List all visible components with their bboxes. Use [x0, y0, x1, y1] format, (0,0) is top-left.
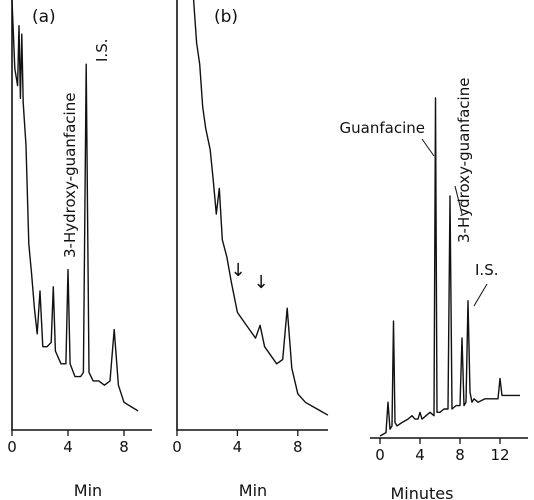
panel-c: 0 4 8 12 Minutes Guanfacine 3-Hydroxy-guanf… [340, 78, 528, 500]
panel-b-tick-label: 4 [233, 438, 243, 456]
annotation-is-a: I.S. [93, 39, 111, 62]
panel-b: (b) 0 4 8 Min ↓ ↓ [172, 0, 329, 500]
annotation-guanfacine-leader [421, 138, 435, 157]
panel-c-trace [379, 97, 520, 437]
panel-a-label: (a) [32, 7, 56, 27]
annotation-3-hydroxy-guanfacine-a: 3-Hydroxy-guanfacine [61, 93, 79, 258]
panel-a-axis [11, 0, 152, 431]
panel-a: (a) 0 4 8 Min 3-Hydroxy-guanfacine I.S. [7, 0, 152, 500]
panel-c-tick-label: 12 [490, 446, 509, 464]
panel-b-tick-label: 8 [293, 438, 303, 456]
panel-a-tick-label: 8 [119, 438, 129, 456]
panel-b-xlabel: Min [239, 481, 267, 500]
panel-b-ticks: 0 4 8 [172, 430, 303, 456]
panel-a-trace [11, 0, 139, 412]
annotation-3-hydroxy-leader [454, 185, 463, 215]
panel-a-ticks: 0 4 8 [7, 430, 129, 456]
panel-c-ticks: 0 4 8 12 [375, 438, 510, 464]
panel-c-tick-label: 4 [415, 446, 425, 464]
annotation-guanfacine: Guanfacine [340, 119, 425, 137]
panel-b-trace [192, 0, 329, 416]
panel-a-tick-label: 4 [63, 438, 73, 456]
annotation-3-hydroxy-guanfacine-c: 3-Hydroxy-guanfacine [455, 78, 473, 243]
panel-a-tick-label: 0 [7, 438, 17, 456]
annotation-is-c: I.S. [475, 261, 498, 279]
panel-a-xlabel: Min [74, 481, 102, 500]
panel-c-tick-label: 8 [455, 446, 465, 464]
panel-b-label: (b) [214, 7, 238, 27]
panel-c-tick-label: 0 [375, 446, 385, 464]
panel-c-xlabel: Minutes [391, 484, 454, 500]
annotation-is-leader [473, 283, 488, 307]
arrow-marker-1: ↓ [230, 260, 245, 281]
arrow-marker-2: ↓ [253, 272, 268, 293]
panel-b-tick-label: 0 [172, 438, 182, 456]
